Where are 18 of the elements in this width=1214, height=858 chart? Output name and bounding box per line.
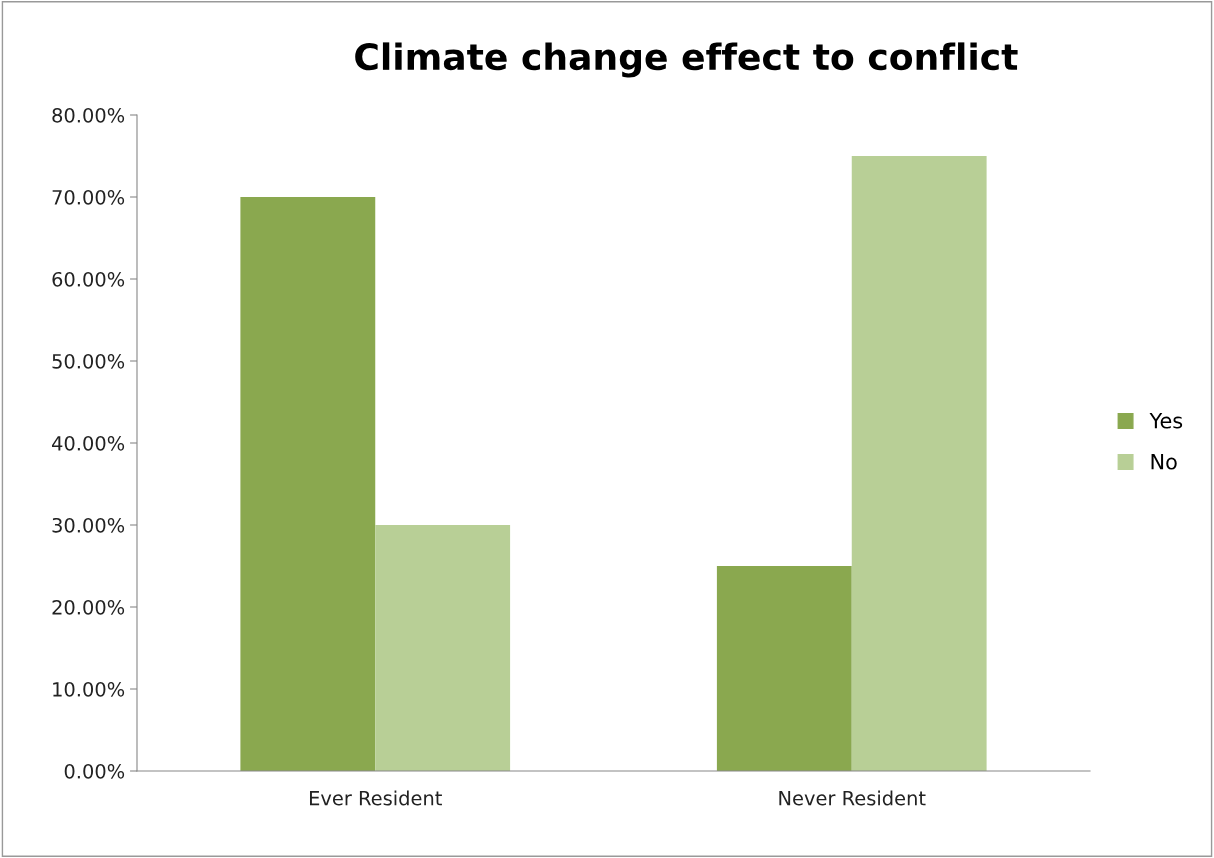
y-tick-label: 10.00% xyxy=(53,681,125,697)
bar xyxy=(716,566,852,771)
y-tick-label: 80.00% xyxy=(52,107,125,123)
y-tick-label: 30.00% xyxy=(52,517,125,533)
y-tick-label: 70.00% xyxy=(52,189,125,205)
x-tick-label: Never Resident xyxy=(779,790,926,806)
y-tick-label: 50.00% xyxy=(52,353,125,369)
legend-label: Yes xyxy=(1149,413,1183,429)
y-tick-label: 60.00% xyxy=(52,271,125,287)
legend-label: No xyxy=(1151,454,1177,470)
bar xyxy=(240,197,376,771)
bar xyxy=(375,525,511,771)
x-tick-label: Ever Resident xyxy=(310,790,442,806)
y-tick-label: 40.00% xyxy=(52,435,125,451)
y-tick-label: 0.00% xyxy=(64,763,125,779)
y-tick-label: 20.00% xyxy=(52,599,125,615)
chart-title: Climate change effect to conflict xyxy=(355,42,1018,78)
bar xyxy=(851,156,987,771)
